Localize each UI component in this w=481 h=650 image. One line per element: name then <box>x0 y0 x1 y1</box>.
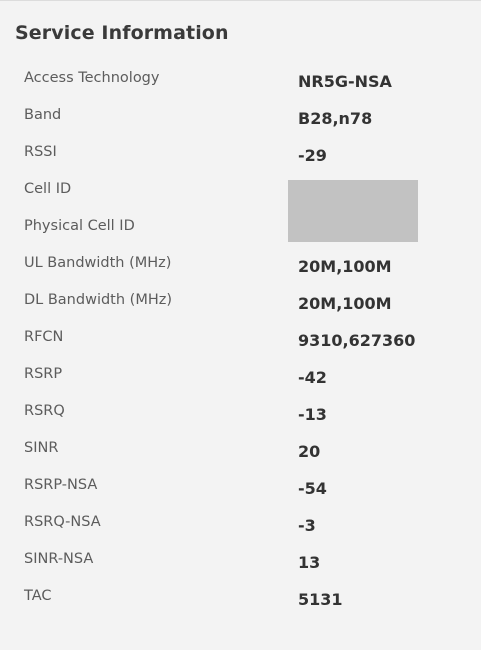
row-rsrp-nsa: RSRP-NSA -54 <box>0 469 481 506</box>
access-technology-label: Access Technology <box>24 70 160 86</box>
ul-bandwidth-label: UL Bandwidth (MHz) <box>24 255 172 271</box>
row-dl-bandwidth: DL Bandwidth (MHz) 20M,100M <box>0 284 481 321</box>
row-tac: TAC 5131 <box>0 580 481 617</box>
row-rssi: RSSI -29 <box>0 136 481 173</box>
row-rsrq: RSRQ -13 <box>0 395 481 432</box>
redacted-block <box>288 180 418 242</box>
row-sinr-nsa: SINR-NSA 13 <box>0 543 481 580</box>
panel-title: Service Information <box>15 22 229 44</box>
rsrp-nsa-value: -54 <box>298 479 327 498</box>
rfcn-value: 9310,627360 <box>298 331 416 350</box>
rsrq-label: RSRQ <box>24 403 65 419</box>
rssi-value: -29 <box>298 146 327 165</box>
rsrq-nsa-label: RSRQ-NSA <box>24 514 101 530</box>
row-band: Band B28,n78 <box>0 99 481 136</box>
band-label: Band <box>24 107 62 123</box>
sinr-nsa-value: 13 <box>298 553 321 572</box>
rsrq-nsa-value: -3 <box>298 516 316 535</box>
rssi-label: RSSI <box>24 144 57 160</box>
row-ul-bandwidth: UL Bandwidth (MHz) 20M,100M <box>0 247 481 284</box>
rsrp-value: -42 <box>298 368 327 387</box>
ul-bandwidth-value: 20M,100M <box>298 257 392 276</box>
row-cell-id: Cell ID <box>0 173 481 210</box>
rsrp-label: RSRP <box>24 366 63 382</box>
sinr-nsa-label: SINR-NSA <box>24 551 94 567</box>
info-list: Access Technology NR5G-NSA Band B28,n78 … <box>0 62 481 617</box>
dl-bandwidth-label: DL Bandwidth (MHz) <box>24 292 172 308</box>
rsrp-nsa-label: RSRP-NSA <box>24 477 98 493</box>
row-physical-cell-id: Physical Cell ID <box>0 210 481 247</box>
tac-label: TAC <box>24 588 52 604</box>
row-access-technology: Access Technology NR5G-NSA <box>0 62 481 99</box>
band-value: B28,n78 <box>298 109 373 128</box>
row-sinr: SINR 20 <box>0 432 481 469</box>
access-technology-value: NR5G-NSA <box>298 72 392 91</box>
row-rsrq-nsa: RSRQ-NSA -3 <box>0 506 481 543</box>
rfcn-label: RFCN <box>24 329 64 345</box>
physical-cell-id-label: Physical Cell ID <box>24 218 135 234</box>
row-rsrp: RSRP -42 <box>0 358 481 395</box>
sinr-label: SINR <box>24 440 59 456</box>
tac-value: 5131 <box>298 590 343 609</box>
cell-id-label: Cell ID <box>24 181 72 197</box>
dl-bandwidth-value: 20M,100M <box>298 294 392 313</box>
row-rfcn: RFCN 9310,627360 <box>0 321 481 358</box>
rsrq-value: -13 <box>298 405 327 424</box>
sinr-value: 20 <box>298 442 321 461</box>
